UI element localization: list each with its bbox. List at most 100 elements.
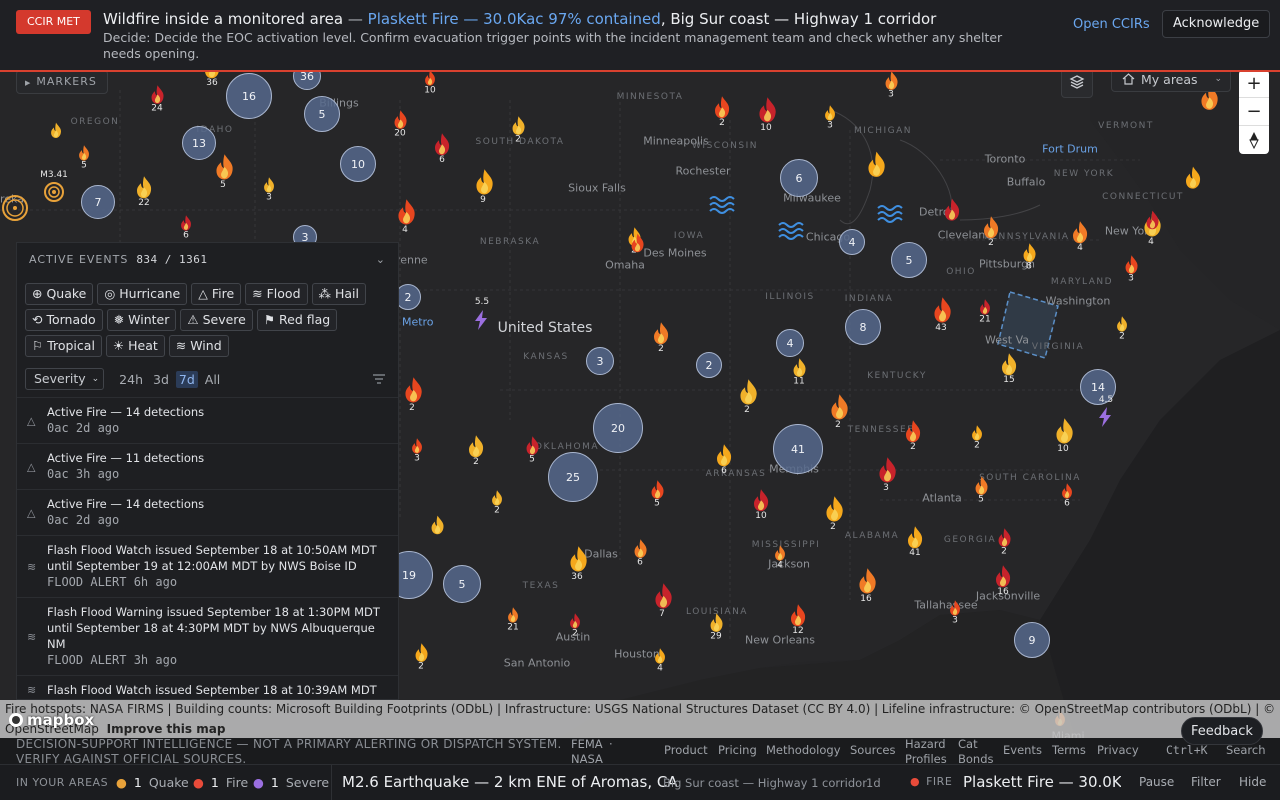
fire-marker[interactable]: 2 [402, 376, 422, 413]
event-cluster[interactable]: 7 [81, 185, 115, 219]
fire-marker[interactable]: 2 [411, 642, 431, 672]
fire-marker[interactable]: 2 [967, 425, 987, 450]
fire-marker[interactable]: 9 [473, 168, 493, 205]
compass-button[interactable] [1239, 126, 1269, 154]
event-cluster[interactable]: 16 [226, 73, 272, 119]
fire-marker[interactable]: 2 [712, 95, 732, 128]
footer-link-cat-bonds[interactable]: Cat Bonds [958, 737, 994, 767]
event-list-item[interactable]: ≋ Flash Flood Watch issued September 18 a… [17, 535, 398, 597]
fire-marker[interactable]: 10 [1053, 417, 1073, 454]
fire-marker[interactable] [942, 198, 962, 222]
fire-count-item[interactable]: ● 1 Fire [193, 775, 248, 790]
fire-marker[interactable]: 5 [647, 479, 667, 509]
fire-marker[interactable]: 2 [487, 490, 507, 515]
event-list-item[interactable]: ≋ Flash Flood Warning issued September 18… [17, 597, 398, 675]
chip-hurricane[interactable]: ◎ Hurricane [97, 283, 188, 305]
fire-marker[interactable]: 16 [993, 564, 1013, 597]
fire-marker[interactable]: 4 [650, 648, 670, 673]
footer-link-sources[interactable]: Sources [850, 743, 896, 757]
ticker-pause-button[interactable]: Pause [1139, 775, 1175, 789]
feedback-button[interactable]: Feedback [1181, 717, 1263, 745]
fire-marker[interactable]: 6 [714, 443, 734, 476]
footer-link-events[interactable]: Events [1003, 743, 1042, 757]
panel-header[interactable]: ACTIVE EVENTS 834 / 1361 ⌄ [17, 243, 398, 275]
fire-marker[interactable] [46, 122, 66, 139]
event-cluster[interactable]: 2 [395, 284, 421, 310]
event-list-item[interactable]: ≋ Flash Flood Watch issued September 18 a… [17, 675, 398, 699]
fema-source[interactable]: FEMA [571, 737, 603, 751]
event-cluster[interactable]: 14 [1080, 369, 1116, 405]
monitored-area-polygon[interactable] [997, 291, 1059, 359]
fire-marker[interactable]: 2 [466, 434, 486, 467]
osm-link[interactable]: OpenStreetMap [5, 722, 99, 736]
ticker-fire-headline[interactable]: Plaskett Fire — 30.0Kac [963, 773, 1121, 791]
markers-toggle-button[interactable]: ▶ MARKERS [16, 70, 108, 94]
fire-marker[interactable]: 3 [820, 105, 840, 130]
range-3d[interactable]: 3d [153, 371, 169, 387]
fire-marker[interactable]: 41 [905, 525, 925, 558]
fire-marker[interactable] [865, 150, 885, 178]
incident-link[interactable]: Plaskett Fire — 30.0Kac 97% contained [367, 10, 661, 28]
fire-marker[interactable]: 5 [213, 153, 233, 190]
chip-winter[interactable]: ❅ Winter [106, 309, 177, 331]
fire-marker[interactable]: 16 [856, 567, 876, 604]
footer-link-product[interactable]: Product [664, 743, 708, 757]
ticker-hide-button[interactable]: Hide [1239, 775, 1267, 789]
fire-marker[interactable]: 24 [147, 84, 167, 114]
range-24h[interactable]: 24h [119, 371, 143, 387]
fire-marker[interactable]: 10 [751, 488, 771, 521]
fire-marker[interactable]: 3 [407, 438, 427, 463]
severe-storm-marker[interactable] [472, 309, 490, 335]
fire-marker[interactable]: 5 [74, 145, 94, 170]
flood-marker[interactable] [708, 194, 736, 220]
fire-marker[interactable]: 11 [789, 357, 809, 387]
event-cluster[interactable]: 41 [773, 424, 823, 474]
event-cluster[interactable]: 2 [696, 352, 722, 378]
map-canvas[interactable]: Billings MINNESOTA Minneapolis WISCONSIN MIC… [0, 0, 1280, 738]
fire-marker[interactable]: 2 [994, 527, 1014, 557]
fire-marker[interactable]: 4 [1070, 220, 1090, 253]
fire-marker[interactable]: 2 [565, 613, 585, 638]
fire-marker[interactable]: 3 [259, 177, 279, 202]
fire-marker[interactable]: 43 [931, 296, 951, 333]
ticker-headline[interactable]: M2.6 Earthquake — 2 km ENE of Aromas, CA [342, 773, 678, 791]
earthquake-marker[interactable] [44, 182, 64, 206]
chip-fire[interactable]: △ Fire [191, 283, 242, 305]
earthquake-marker[interactable] [2, 195, 28, 225]
footer-link-terms[interactable]: Terms [1052, 743, 1086, 757]
event-cluster[interactable]: 5 [891, 242, 927, 278]
fire-marker[interactable]: 6 [630, 538, 650, 568]
event-list-item[interactable]: △ Active Fire — 14 detections 0ac 2d ago [17, 489, 398, 535]
fire-marker[interactable]: 5 [522, 435, 542, 465]
severe-storm-marker[interactable] [1096, 406, 1114, 432]
quake-count-item[interactable]: ● 1 Quake [116, 775, 189, 790]
chip-flood[interactable]: ≋ Flood [245, 283, 308, 305]
chip-tornado[interactable]: ⟲ Tornado [25, 309, 103, 331]
severity-select[interactable]: Severity ⌄ [25, 368, 105, 390]
fire-marker[interactable]: 6 [432, 132, 452, 165]
fire-marker[interactable]: 10 [420, 70, 440, 95]
chip-tropical[interactable]: ⚐ Tropical [25, 335, 102, 357]
fire-marker[interactable]: 7 [652, 582, 672, 619]
flood-marker[interactable] [876, 203, 904, 229]
fire-marker[interactable]: 2 [828, 393, 848, 430]
footer-link-methodology[interactable]: Methodology [766, 743, 841, 757]
fire-marker[interactable]: 6 [176, 215, 196, 240]
event-cluster[interactable]: 5 [443, 565, 481, 603]
chip-hail[interactable]: ⁂ Hail [311, 283, 367, 305]
fire-marker[interactable]: 2 [903, 419, 923, 452]
chip-wind[interactable]: ≋ Wind [168, 335, 229, 357]
event-cluster[interactable]: 4 [776, 329, 804, 357]
fire-marker[interactable]: 2 [981, 215, 1001, 248]
chip-quake[interactable]: ⊕ Quake [25, 283, 94, 305]
footer-link-hazard-profiles[interactable]: Hazard Profiles [905, 737, 947, 767]
fire-marker[interactable]: 2 [823, 495, 843, 532]
fire-marker[interactable]: 6 [1057, 483, 1077, 508]
collapse-chevron-icon[interactable]: ⌄ [375, 252, 386, 266]
fire-marker[interactable]: 36 [567, 545, 587, 582]
chip-heat[interactable]: ☀ Heat [105, 335, 165, 357]
fire-marker[interactable]: 3 [945, 600, 965, 625]
fire-marker[interactable]: 4 [395, 198, 415, 235]
event-cluster[interactable]: 13 [182, 126, 216, 160]
fire-marker[interactable]: 10 [756, 96, 776, 133]
